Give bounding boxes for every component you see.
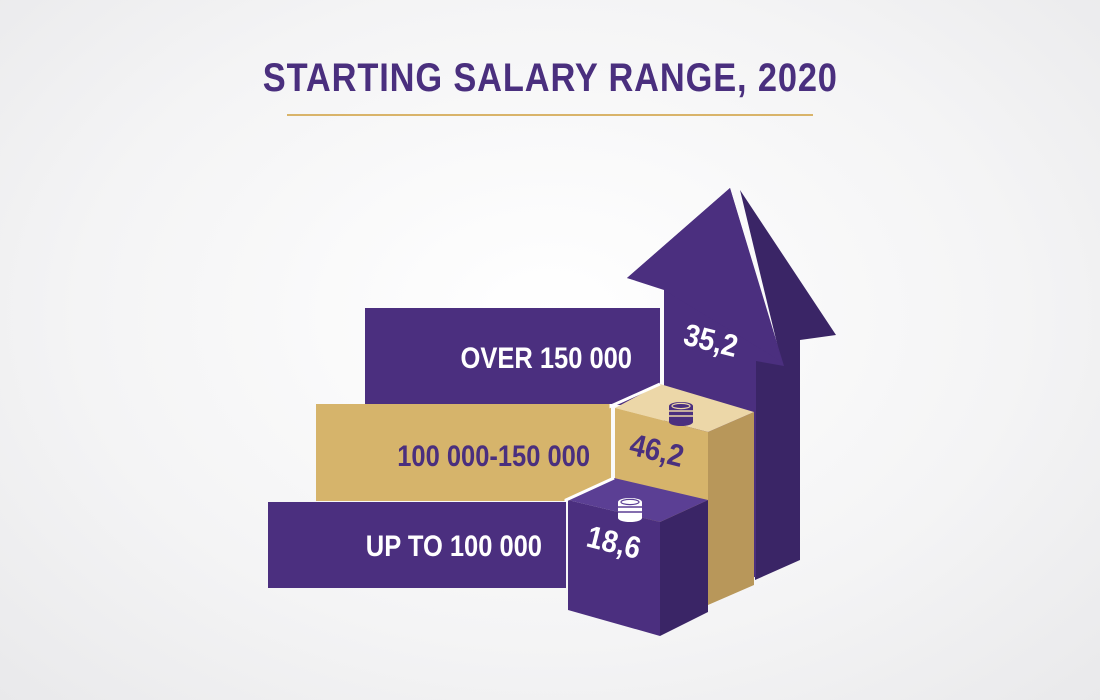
chart-title: STARTING SALARY RANGE, 2020 bbox=[262, 56, 838, 100]
category-label-100000-150000: 100 000-150 000 bbox=[397, 439, 590, 472]
gold-block-side bbox=[708, 412, 754, 605]
arrow-side bbox=[740, 190, 836, 580]
bar-100000-150000 bbox=[316, 404, 611, 501]
bar-over-150000 bbox=[365, 308, 660, 405]
title-underline bbox=[287, 114, 813, 116]
separator-line bbox=[609, 382, 661, 409]
purple-block-side bbox=[660, 500, 708, 636]
category-label-over-150000: OVER 150 000 bbox=[461, 341, 632, 374]
coins-stack-icon bbox=[618, 498, 642, 522]
coins-stack-icon bbox=[669, 402, 693, 426]
arrow-head-front bbox=[627, 188, 782, 362]
category-label-up-to-100000: UP TO 100 000 bbox=[366, 529, 542, 562]
separator-line-2 bbox=[564, 476, 615, 502]
purple-block-front bbox=[568, 500, 660, 636]
bar-up-to-100000 bbox=[268, 502, 566, 588]
